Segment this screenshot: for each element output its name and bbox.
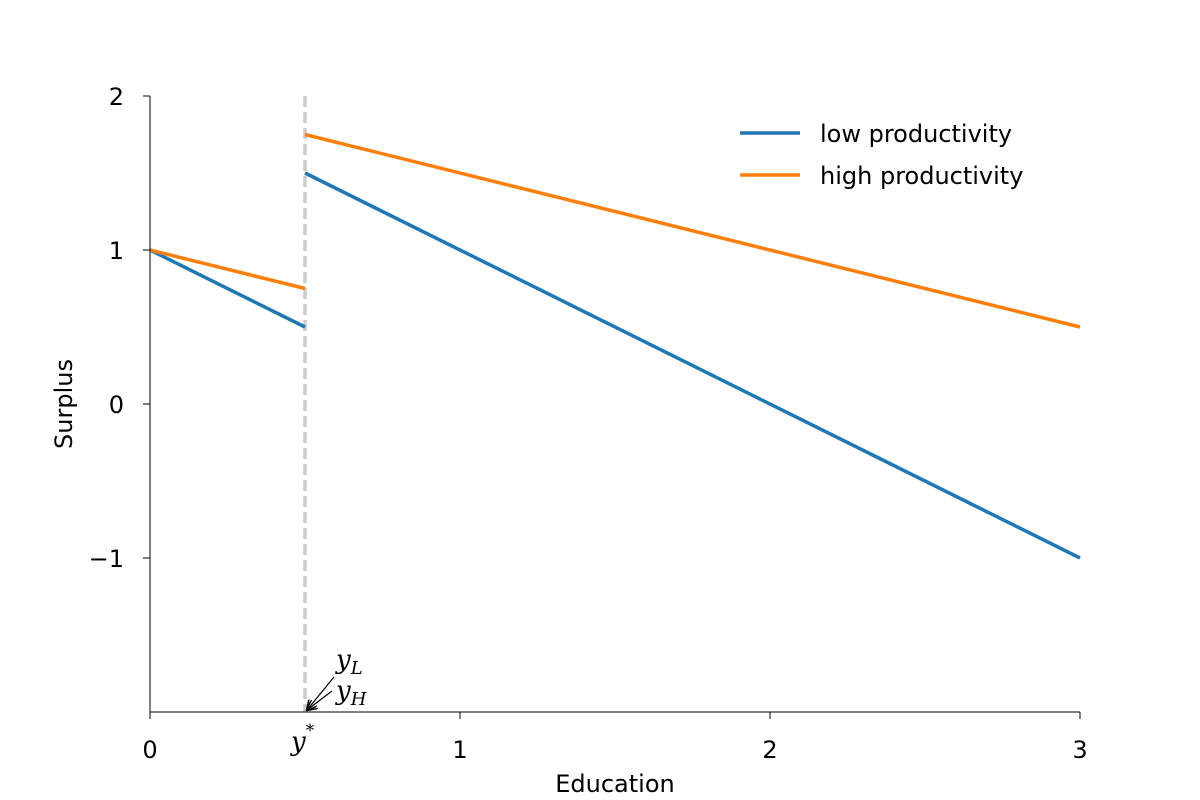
annotation-sub-h: H [350, 689, 367, 710]
series-high-productivity-segment-1 [149, 248, 306, 291]
annotation-label-h: yH [335, 676, 367, 710]
annotation-sub-l: L [350, 658, 363, 679]
annotation-label-l: yL [335, 645, 363, 679]
x-tick-label: 3 [1072, 736, 1087, 764]
x-tick-label: 0 [142, 736, 157, 764]
annotation-arrow-h [307, 690, 333, 710]
plot-area [149, 96, 1081, 712]
x-axis-title: Education [555, 770, 674, 798]
legend: low productivity high productivity [740, 120, 1023, 190]
y-tick-label: 2 [109, 83, 124, 111]
y-tick-label: 0 [109, 391, 124, 419]
series-low-productivity-segment-2 [304, 171, 1081, 560]
x-tick-label: 2 [762, 736, 777, 764]
legend-label-low-productivity: low productivity [820, 120, 1012, 148]
series-low-productivity-segment-1 [149, 248, 306, 329]
y-tick-label: −1 [89, 545, 124, 573]
ticks: 0 1 2 3 −1 0 1 2 [89, 83, 1088, 764]
y-tick-label: 1 [109, 237, 124, 265]
x-tick-label: 1 [452, 736, 467, 764]
series-high-productivity-segment-2 [304, 132, 1081, 329]
threshold-label: y* [290, 721, 315, 757]
y-axis-title: Surplus [50, 359, 78, 449]
legend-label-high-productivity: high productivity [820, 162, 1023, 190]
threshold-label-sup: * [306, 721, 315, 741]
annotation-arrow-l [307, 676, 335, 710]
